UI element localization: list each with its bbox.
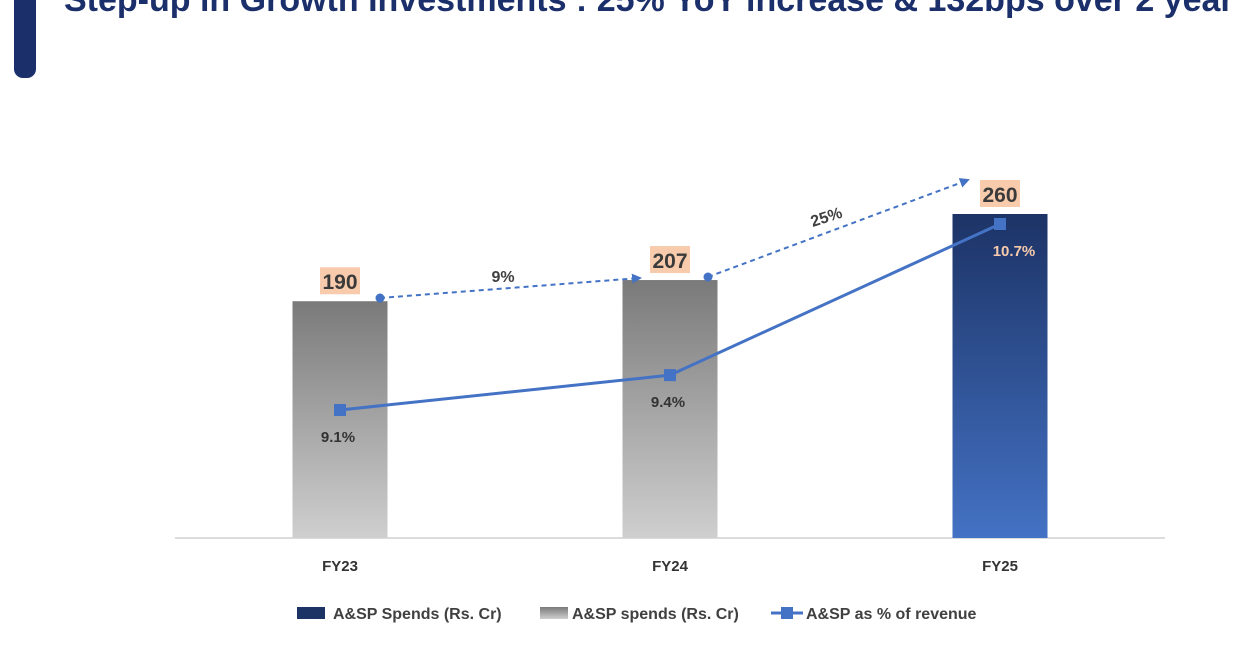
x-tick-label: FY25 <box>982 558 1018 575</box>
x-tick-label: FY24 <box>652 558 689 575</box>
x-tick-label: FY23 <box>322 558 358 575</box>
line-value-label: 9.4% <box>651 394 685 411</box>
legend-label: A&SP spends (Rs. Cr) <box>572 606 739 623</box>
bar-value-highlight <box>320 267 360 295</box>
growth-label: 25% <box>809 205 845 231</box>
bar-value-highlight <box>980 180 1020 207</box>
legend-swatch-blue <box>297 607 325 619</box>
growth-arrow-fy24-fy25 <box>707 178 970 278</box>
title-accent-bar <box>14 0 36 78</box>
legend-swatch-gray <box>540 607 568 619</box>
line-value-label: 10.7% <box>993 243 1036 260</box>
line-point <box>994 218 1006 230</box>
bar-fy24 <box>622 280 718 538</box>
legend-label: A&SP as % of revenue <box>806 606 977 623</box>
legend-label: A&SP Spends (Rs. Cr) <box>333 606 502 623</box>
line-value-label: 9.1% <box>321 429 355 446</box>
page-title: Step-up in Growth Investments : 25% YoY … <box>64 0 1234 19</box>
bar-value-label: 190 <box>322 271 357 294</box>
bar-value-highlight <box>650 246 690 274</box>
bar-value-label: 207 <box>652 250 687 273</box>
growth-arrow-fy23-fy24 <box>379 273 642 299</box>
line-point <box>334 404 346 416</box>
growth-label: 9% <box>491 269 514 286</box>
bar-value-label: 260 <box>982 184 1017 207</box>
line-point <box>664 369 676 382</box>
legend-swatch-line-marker <box>781 607 793 619</box>
bar-fy23 <box>292 301 388 538</box>
bar-fy25 <box>952 214 1048 538</box>
